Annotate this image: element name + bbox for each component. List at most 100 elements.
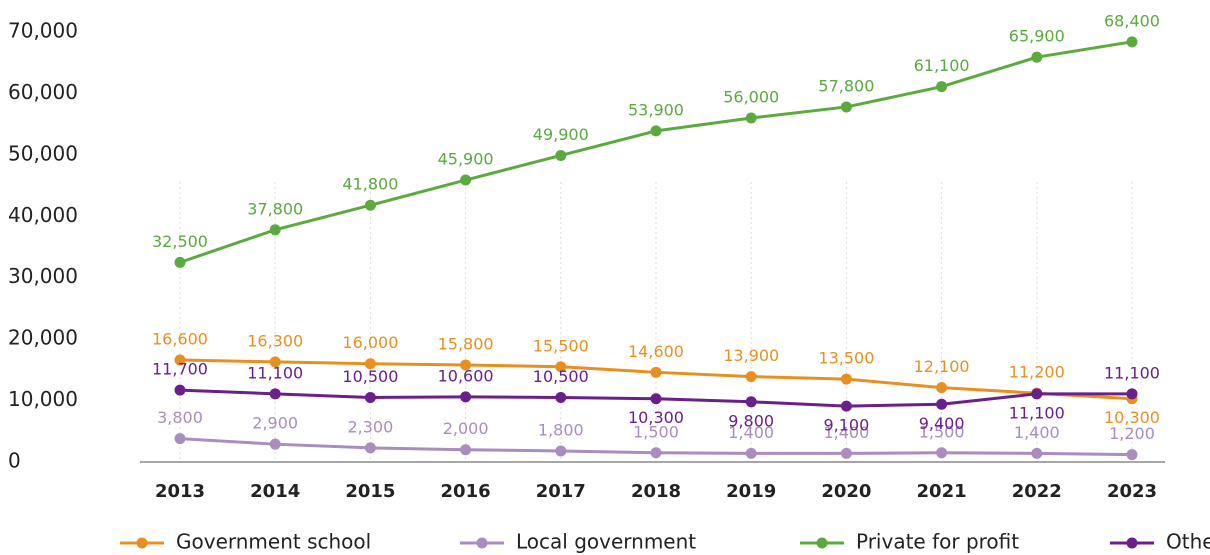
point — [1126, 388, 1138, 400]
y-tick-label: 10,000 — [8, 387, 78, 411]
data-label: 1,500 — [633, 422, 679, 441]
point — [650, 447, 662, 459]
data-label: 11,200 — [1009, 363, 1065, 382]
x-tick-label: 2020 — [821, 481, 871, 502]
point — [840, 447, 852, 459]
data-label: 10,500 — [533, 367, 589, 386]
data-label: 1,400 — [1014, 423, 1060, 442]
data-label: 11,100 — [247, 363, 303, 382]
data-label: 12,100 — [914, 357, 970, 376]
point — [364, 199, 376, 211]
data-label: 16,600 — [152, 330, 208, 349]
y-tick-label: 30,000 — [8, 264, 78, 288]
point — [555, 445, 567, 457]
y-tick-label: 70,000 — [8, 19, 78, 43]
data-label: 11,100 — [1009, 403, 1065, 422]
y-tick-label: 20,000 — [8, 326, 78, 350]
point — [745, 396, 757, 408]
point — [1031, 447, 1043, 459]
x-tick-label: 2023 — [1107, 481, 1157, 502]
point — [1126, 449, 1138, 461]
x-tick-label: 2016 — [441, 481, 491, 502]
legend-label: Other — [1166, 530, 1210, 554]
point — [936, 382, 948, 394]
data-label: 9,100 — [823, 416, 869, 435]
x-tick-label: 2019 — [726, 481, 776, 502]
data-label: 57,800 — [818, 76, 874, 95]
data-label: 3,800 — [157, 408, 203, 427]
point — [460, 444, 472, 456]
x-tick-label: 2018 — [631, 481, 681, 502]
data-label: 11,100 — [1104, 363, 1160, 382]
point — [269, 438, 281, 450]
legend-label: Government school — [176, 530, 371, 554]
legend-label: Private for profit — [856, 530, 1019, 554]
data-label: 10,600 — [438, 366, 494, 385]
data-label: 9,400 — [919, 414, 965, 433]
point — [364, 358, 376, 370]
data-label: 56,000 — [723, 88, 779, 107]
series-line — [179, 40, 1133, 264]
y-tick-label: 60,000 — [8, 80, 78, 104]
x-tick-label: 2015 — [345, 481, 395, 502]
point — [650, 125, 662, 137]
y-tick-label: 40,000 — [8, 203, 78, 227]
point — [174, 256, 186, 268]
data-label: 2,300 — [347, 417, 393, 436]
data-label: 16,300 — [247, 331, 303, 350]
legend-label: Local government — [516, 530, 696, 554]
point — [1031, 388, 1043, 400]
point — [745, 447, 757, 459]
data-label: 10,300 — [628, 408, 684, 427]
data-label: 45,900 — [438, 150, 494, 169]
x-tick-label: 2017 — [536, 481, 586, 502]
point — [936, 81, 948, 93]
point — [1031, 51, 1043, 63]
point — [840, 101, 852, 113]
x-tick-label: 2021 — [917, 481, 967, 502]
data-label: 13,500 — [818, 349, 874, 368]
point — [174, 384, 186, 396]
data-label: 65,900 — [1009, 27, 1065, 46]
point — [555, 392, 567, 403]
point — [174, 354, 186, 366]
data-label: 11,700 — [152, 360, 208, 379]
data-label: 14,600 — [628, 342, 684, 361]
legend-dot — [816, 537, 828, 549]
data-label: 2,000 — [443, 419, 489, 438]
point — [555, 361, 567, 373]
data-label: 37,800 — [247, 199, 303, 218]
point — [1126, 36, 1138, 48]
data-label: 15,800 — [438, 334, 494, 353]
data-label: 10,500 — [342, 367, 398, 386]
point — [174, 433, 186, 445]
data-label: 1,400 — [823, 423, 869, 442]
data-label: 53,900 — [628, 100, 684, 119]
point — [460, 359, 472, 371]
point — [745, 112, 757, 124]
data-label: 2,900 — [252, 414, 298, 433]
legend-dot — [476, 537, 488, 549]
point — [269, 356, 281, 368]
data-label: 41,800 — [342, 175, 398, 194]
point — [364, 392, 376, 403]
point — [840, 400, 852, 412]
data-label: 16,000 — [342, 333, 398, 352]
data-label: 13,900 — [723, 346, 779, 365]
y-tick-label: 50,000 — [8, 141, 78, 165]
point — [840, 373, 852, 385]
point — [364, 442, 376, 454]
point — [650, 393, 662, 405]
point — [936, 447, 948, 459]
point — [460, 174, 472, 186]
data-label: 49,900 — [533, 125, 589, 144]
data-label: 68,400 — [1104, 11, 1160, 30]
x-tick-label: 2014 — [250, 481, 300, 502]
data-label: 32,500 — [152, 232, 208, 251]
x-tick-label: 2013 — [155, 481, 205, 502]
point — [650, 366, 662, 378]
point — [555, 149, 567, 161]
data-label: 61,100 — [914, 56, 970, 75]
data-label: 9,800 — [728, 411, 774, 430]
data-label: 1,800 — [538, 420, 584, 439]
